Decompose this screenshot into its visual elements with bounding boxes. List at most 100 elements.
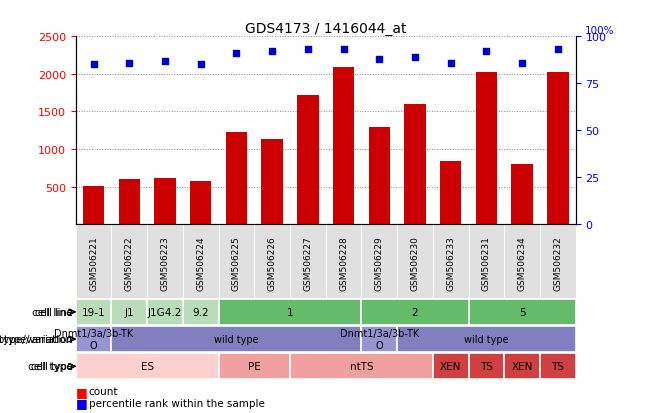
Bar: [397, 225, 433, 299]
Text: GSM506226: GSM506226: [268, 236, 276, 290]
Text: GSM506225: GSM506225: [232, 236, 241, 290]
Bar: [226, 133, 247, 225]
Text: ■: ■: [76, 396, 88, 409]
Bar: [218, 299, 361, 325]
Point: [195, 62, 206, 69]
Text: cell line: cell line: [32, 307, 72, 317]
Text: PE: PE: [248, 361, 261, 371]
Bar: [397, 326, 576, 352]
Text: TS: TS: [551, 361, 565, 371]
Bar: [540, 354, 576, 380]
Bar: [326, 225, 361, 299]
Text: XEN: XEN: [511, 361, 533, 371]
Bar: [404, 104, 426, 225]
Text: percentile rank within the sample: percentile rank within the sample: [89, 398, 265, 408]
Point: [303, 47, 313, 54]
Point: [517, 60, 528, 67]
Text: J1G4.2: J1G4.2: [148, 307, 182, 317]
Point: [553, 47, 563, 54]
Bar: [476, 72, 497, 225]
Text: XEN: XEN: [440, 361, 461, 371]
Text: GSM506230: GSM506230: [411, 236, 420, 290]
Point: [374, 56, 384, 63]
Point: [160, 58, 170, 65]
Bar: [118, 180, 140, 225]
Bar: [111, 225, 147, 299]
Bar: [511, 165, 533, 225]
Bar: [76, 354, 218, 380]
Bar: [76, 299, 111, 325]
Text: ■: ■: [76, 385, 88, 398]
Bar: [504, 354, 540, 380]
Bar: [76, 225, 111, 299]
Bar: [468, 225, 504, 299]
Bar: [218, 354, 290, 380]
Text: TS: TS: [480, 361, 493, 371]
Point: [88, 62, 99, 69]
Text: GSM506227: GSM506227: [303, 236, 313, 290]
Bar: [190, 181, 211, 225]
Text: wild type: wild type: [214, 334, 259, 344]
Bar: [111, 299, 147, 325]
Bar: [154, 178, 176, 225]
Point: [231, 51, 241, 57]
Bar: [290, 354, 433, 380]
Bar: [254, 225, 290, 299]
Text: cell line: cell line: [36, 307, 73, 317]
Text: GSM506224: GSM506224: [196, 236, 205, 290]
Point: [445, 60, 456, 67]
Text: cell type: cell type: [32, 361, 73, 371]
Bar: [147, 299, 183, 325]
Point: [410, 55, 420, 61]
Bar: [290, 225, 326, 299]
Bar: [504, 225, 540, 299]
Bar: [361, 299, 468, 325]
Text: Dnmt1/3a/3b-TK
O: Dnmt1/3a/3b-TK O: [340, 328, 419, 350]
Bar: [111, 326, 361, 352]
Point: [267, 49, 278, 55]
Bar: [540, 225, 576, 299]
Text: GSM506232: GSM506232: [553, 236, 563, 290]
Text: wild type: wild type: [464, 334, 509, 344]
Text: Dnmt1/3a/3b-TK
O: Dnmt1/3a/3b-TK O: [54, 328, 133, 350]
Text: 19-1: 19-1: [82, 307, 105, 317]
Bar: [183, 299, 218, 325]
Bar: [333, 68, 354, 225]
Bar: [76, 326, 111, 352]
Text: 5: 5: [519, 307, 526, 317]
Text: GSM506221: GSM506221: [89, 236, 98, 290]
Text: GSM506229: GSM506229: [375, 236, 384, 290]
Bar: [183, 225, 218, 299]
Text: 1: 1: [287, 307, 293, 317]
Bar: [361, 225, 397, 299]
Text: genotype/variation: genotype/variation: [0, 334, 73, 344]
Bar: [468, 354, 504, 380]
Point: [124, 60, 134, 67]
Bar: [147, 225, 183, 299]
Bar: [468, 299, 576, 325]
Text: cell type: cell type: [28, 361, 72, 371]
Bar: [297, 96, 318, 225]
Text: genotype/variation: genotype/variation: [0, 334, 72, 344]
Text: ES: ES: [141, 361, 154, 371]
Bar: [368, 128, 390, 225]
Text: GSM506222: GSM506222: [125, 236, 134, 290]
Text: GSM506234: GSM506234: [518, 236, 526, 290]
Bar: [83, 186, 104, 225]
Bar: [433, 225, 468, 299]
Point: [481, 49, 492, 55]
Bar: [261, 140, 283, 225]
Text: count: count: [89, 386, 118, 396]
Text: J1: J1: [124, 307, 134, 317]
Title: GDS4173 / 1416044_at: GDS4173 / 1416044_at: [245, 22, 407, 36]
Point: [338, 47, 349, 54]
Bar: [361, 326, 397, 352]
Bar: [218, 225, 254, 299]
Text: 2: 2: [412, 307, 418, 317]
Text: GSM506223: GSM506223: [161, 236, 170, 290]
Bar: [547, 73, 569, 225]
Text: GSM506233: GSM506233: [446, 236, 455, 290]
Text: 100%: 100%: [585, 26, 615, 36]
Text: GSM506231: GSM506231: [482, 236, 491, 290]
Bar: [440, 161, 461, 225]
